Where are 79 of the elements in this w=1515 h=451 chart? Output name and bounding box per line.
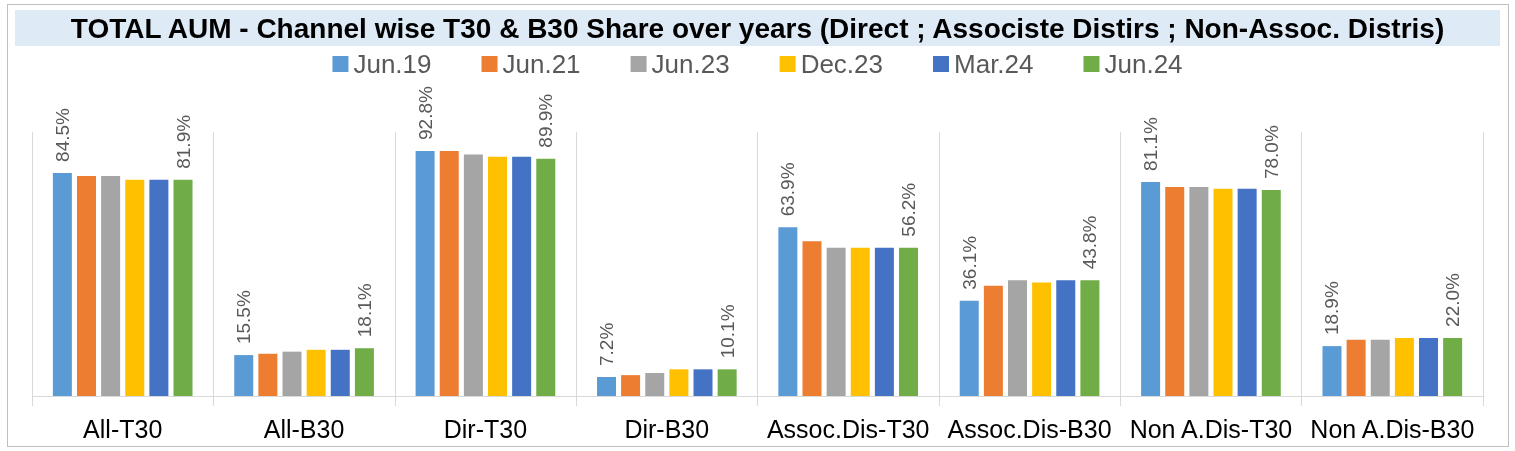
- bar: [149, 179, 169, 396]
- data-label: 7.2%: [595, 322, 617, 366]
- bar: [282, 351, 302, 396]
- bar: [874, 247, 894, 396]
- x-tick-label: All-B30: [263, 414, 345, 443]
- data-label: 84.5%: [51, 107, 73, 162]
- data-label: 15.5%: [233, 290, 255, 345]
- bar: [173, 179, 193, 396]
- legend-label: Jun.21: [502, 49, 581, 79]
- bar: [1322, 346, 1342, 396]
- bar: [1080, 280, 1100, 396]
- bar: [536, 158, 556, 396]
- bar: [1032, 282, 1052, 396]
- bar: [1056, 280, 1076, 396]
- bar: [850, 247, 870, 396]
- legend-label: Jun.23: [651, 49, 730, 79]
- data-label: 10.1%: [716, 304, 738, 359]
- bar: [717, 369, 737, 396]
- bar: [693, 369, 713, 396]
- data-label: 18.1%: [353, 283, 375, 338]
- bar: [415, 151, 435, 396]
- bar: [330, 349, 350, 396]
- bar: [1443, 337, 1463, 396]
- bar: [101, 176, 121, 396]
- data-label: 81.9%: [172, 114, 194, 169]
- bar: [1008, 280, 1027, 396]
- bar: [1346, 339, 1366, 396]
- bar: [1141, 181, 1161, 396]
- bar: [512, 156, 532, 396]
- bar: [596, 376, 616, 396]
- bar: [463, 154, 483, 396]
- legend-label: Dec.23: [800, 49, 884, 79]
- data-label: 63.9%: [777, 162, 799, 217]
- chart-title: TOTAL AUM - Channel wise T30 & B30 Share over years (Direct ; Associste Distirs ; Non-Assoc. Distris): [70, 12, 1445, 44]
- data-label: 78.0%: [1260, 125, 1282, 180]
- bar: [354, 348, 374, 396]
- data-label: 56.2%: [898, 182, 920, 237]
- bar: [439, 151, 459, 396]
- bar: [1370, 339, 1390, 396]
- x-tick-label: Non A.Dis-B30: [1310, 414, 1475, 443]
- x-tick-label: Assoc.Dis-B30: [947, 414, 1112, 443]
- x-tick-label: Non A.Dis-T30: [1129, 414, 1293, 443]
- bar: [669, 369, 689, 396]
- bar: [52, 172, 72, 396]
- data-label: 18.9%: [1321, 281, 1343, 336]
- bar: [621, 375, 641, 396]
- bar: [306, 349, 326, 396]
- legend-label: Mar.24: [954, 49, 1034, 79]
- x-tick-label: All-T30: [83, 414, 163, 443]
- bar: [1394, 337, 1414, 396]
- bar: [959, 300, 979, 396]
- data-label: 43.8%: [1079, 215, 1101, 270]
- data-label: 36.1%: [958, 235, 980, 290]
- data-label: 22.0%: [1442, 272, 1464, 327]
- bar: [76, 176, 96, 396]
- bar: [1189, 186, 1209, 396]
- bar: [1261, 190, 1281, 396]
- x-tick-label: Dir-T30: [443, 414, 528, 443]
- bar: [1213, 188, 1233, 396]
- data-label: 92.8%: [414, 86, 436, 141]
- bar: [645, 373, 665, 396]
- bar: [258, 353, 278, 396]
- bar: [983, 285, 1003, 396]
- bar: [488, 156, 507, 396]
- bar: [778, 227, 798, 396]
- bar: [802, 241, 822, 396]
- x-tick-label: Assoc.Dis-T30: [766, 414, 930, 443]
- bar: [899, 247, 919, 396]
- bar: [234, 355, 254, 396]
- x-tick-label: Dir-B30: [624, 414, 710, 443]
- bar: [125, 179, 145, 396]
- bar: [1165, 186, 1185, 396]
- legend-label: Jun.19: [353, 49, 432, 79]
- bar: [1237, 188, 1257, 396]
- legend-label: Jun.24: [1104, 49, 1183, 79]
- bar: [1419, 337, 1439, 396]
- data-label: 89.9%: [535, 93, 557, 148]
- data-label: 81.1%: [1140, 116, 1162, 171]
- bar: [826, 247, 846, 396]
